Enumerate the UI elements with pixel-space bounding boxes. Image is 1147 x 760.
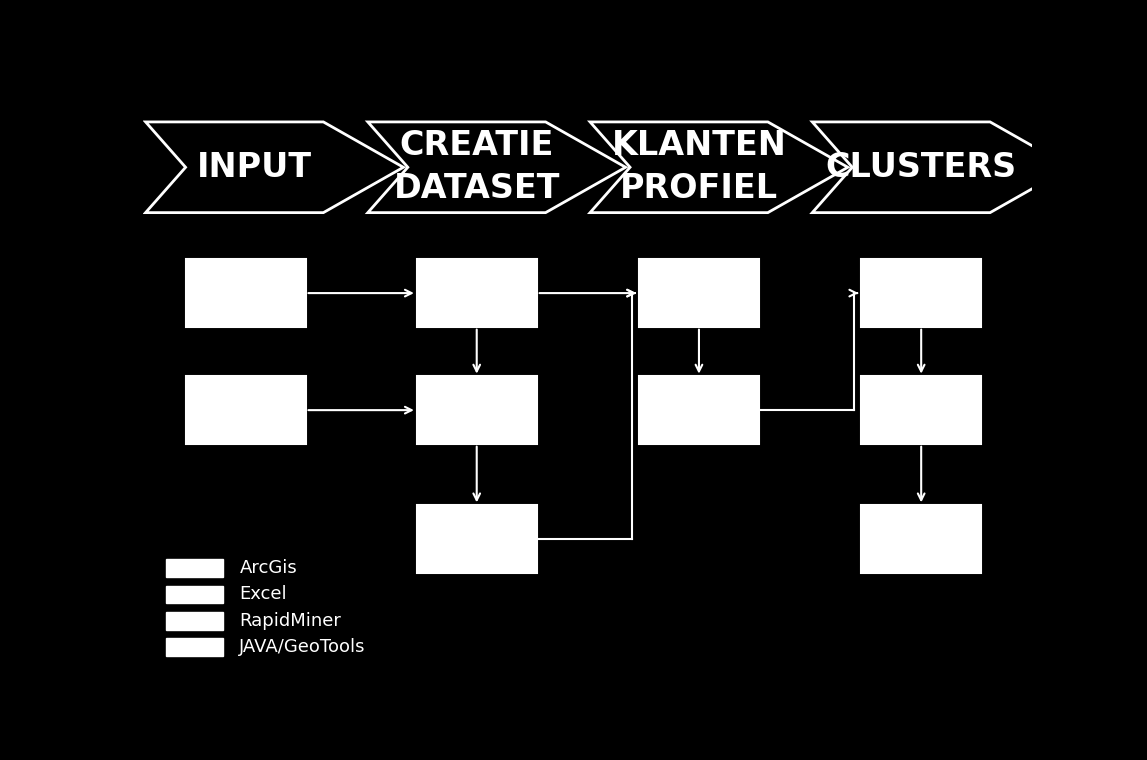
Text: INPUT: INPUT <box>197 150 312 184</box>
Polygon shape <box>146 122 404 213</box>
Bar <box>861 376 981 444</box>
Bar <box>186 259 305 327</box>
Bar <box>861 505 981 572</box>
Bar <box>639 376 759 444</box>
Bar <box>165 612 224 629</box>
Bar <box>416 376 537 444</box>
Polygon shape <box>368 122 625 213</box>
Text: Excel: Excel <box>240 585 287 603</box>
Bar <box>861 259 981 327</box>
Bar <box>165 559 224 577</box>
Bar <box>639 259 759 327</box>
Bar <box>165 586 224 603</box>
Text: RapidMiner: RapidMiner <box>240 612 342 630</box>
Text: ArcGis: ArcGis <box>240 559 297 577</box>
Bar <box>416 505 537 572</box>
Text: KLANTEN
PROFIEL: KLANTEN PROFIEL <box>611 129 787 205</box>
Bar <box>165 638 224 656</box>
Text: CREATIE
DATASET: CREATIE DATASET <box>393 129 560 205</box>
Bar <box>416 259 537 327</box>
Text: CLUSTERS: CLUSTERS <box>826 150 1016 184</box>
Bar <box>186 376 305 444</box>
Polygon shape <box>812 122 1070 213</box>
Polygon shape <box>590 122 848 213</box>
Text: JAVA/GeoTools: JAVA/GeoTools <box>240 638 366 656</box>
